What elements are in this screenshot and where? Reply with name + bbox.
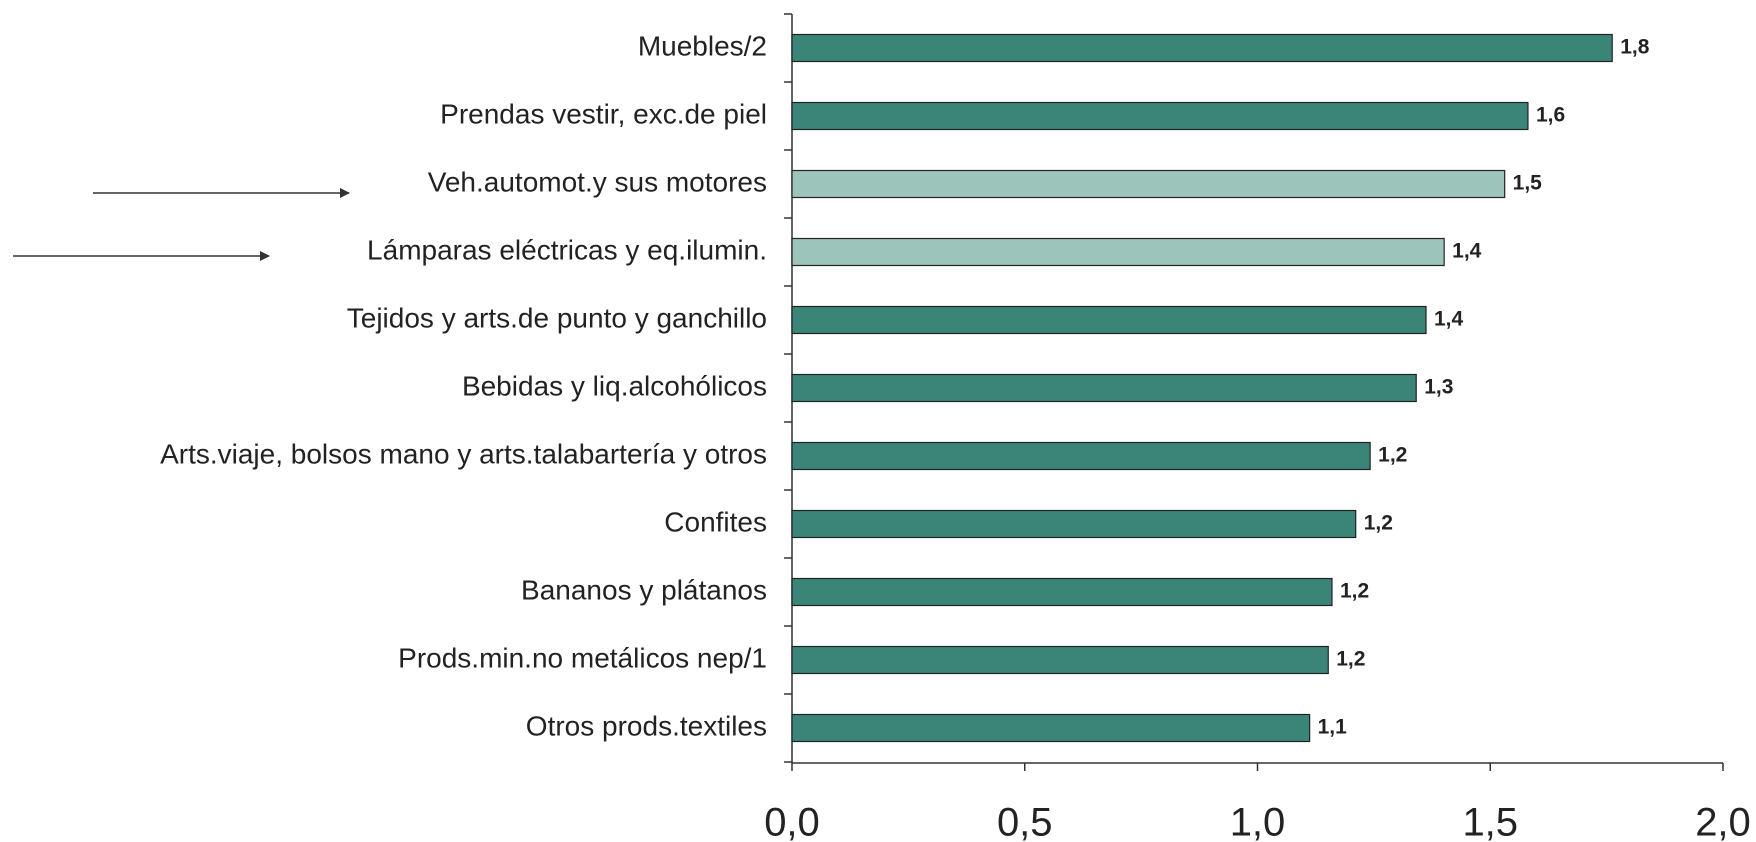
bar <box>791 169 1506 199</box>
bar <box>791 101 1529 131</box>
x-tick-label: 1,5 <box>1462 801 1518 842</box>
bar <box>791 373 1417 403</box>
bar <box>791 441 1371 471</box>
value-label: 1,2 <box>1378 444 1407 467</box>
x-tick-label: 0,0 <box>764 801 820 842</box>
value-label: 1,6 <box>1536 104 1565 127</box>
x-tick-label: 2,0 <box>1695 801 1751 842</box>
value-label: 1,1 <box>1318 716 1348 739</box>
value-label: 1,4 <box>1434 308 1464 331</box>
bar <box>791 645 1329 675</box>
category-label: Lámparas eléctricas y eq.ilumin. <box>367 234 767 265</box>
category-label: Arts.viaje, bolsos mano y arts.talabarte… <box>160 438 767 469</box>
value-label: 1,4 <box>1452 240 1482 263</box>
x-tick-label: 0,5 <box>997 801 1053 842</box>
category-label: Bebidas y liq.alcohólicos <box>462 370 767 401</box>
value-label: 1,2 <box>1340 580 1369 603</box>
category-label: Confites <box>664 506 767 537</box>
bar <box>791 509 1357 539</box>
category-label: Bananos y plátanos <box>521 574 767 605</box>
bar <box>791 305 1427 335</box>
value-label: 1,2 <box>1364 512 1393 535</box>
category-label: Muebles/2 <box>638 30 767 61</box>
bar <box>791 577 1333 607</box>
value-label: 1,3 <box>1424 376 1453 399</box>
category-label: Otros prods.textiles <box>526 710 767 741</box>
value-label: 1,2 <box>1336 648 1365 671</box>
category-label: Tejidos y arts.de punto y ganchillo <box>347 302 767 333</box>
bar <box>791 33 1613 63</box>
category-label: Veh.automot.y sus motores <box>428 166 767 197</box>
x-tick-label: 1,0 <box>1230 801 1286 842</box>
bar <box>791 713 1311 743</box>
bar <box>791 237 1445 267</box>
value-label: 1,8 <box>1620 36 1650 59</box>
value-label: 1,5 <box>1513 172 1543 195</box>
category-label: Prods.min.no metálicos nep/1 <box>398 642 767 673</box>
category-label: Prendas vestir, exc.de piel <box>440 98 767 129</box>
